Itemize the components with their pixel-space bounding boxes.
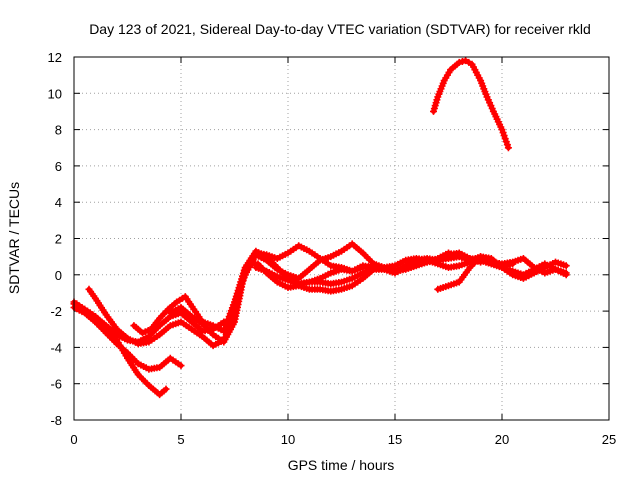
x-tick-label: 25 (602, 432, 616, 447)
y-tick-labels: -8 -6 -4 -2 0 2 4 6 8 10 12 (48, 50, 62, 428)
y-tick-label: -6 (50, 377, 62, 392)
x-axis-label: GPS time / hours (288, 457, 395, 473)
y-tick-label: 2 (55, 232, 62, 247)
y-tick-label: 6 (55, 159, 62, 174)
x-tick-label: 10 (281, 432, 295, 447)
y-tick-label: 8 (55, 123, 62, 138)
series-pass-8 (252, 249, 570, 288)
series-pass-9 (434, 253, 570, 293)
series-line (431, 58, 511, 151)
series-pass-2 (70, 304, 185, 373)
series-markers (430, 57, 512, 152)
y-tick-label: -4 (50, 340, 62, 355)
x-tick-label: 15 (388, 432, 402, 447)
grid (74, 57, 609, 420)
y-tick-label: -2 (50, 304, 62, 319)
series-markers (434, 253, 570, 293)
x-tick-label: 5 (177, 432, 184, 447)
x-tick-label: 0 (70, 432, 77, 447)
y-axis-label: SDTVAR / TECUs (6, 182, 22, 294)
series-pass-10 (430, 57, 512, 152)
y-tick-label: 0 (55, 268, 62, 283)
x-tick-label: 20 (495, 432, 509, 447)
y-tick-label: -8 (50, 413, 62, 428)
y-tick-label: 4 (55, 195, 62, 210)
y-tick-label: 12 (48, 50, 62, 65)
plot-frame (73, 56, 610, 421)
x-tick-labels: 0 5 10 15 20 25 (70, 432, 616, 447)
data-series (70, 57, 570, 399)
chart-title: Day 123 of 2021, Sidereal Day-to-day VTE… (89, 21, 591, 37)
y-tick-label: 10 (48, 86, 62, 101)
